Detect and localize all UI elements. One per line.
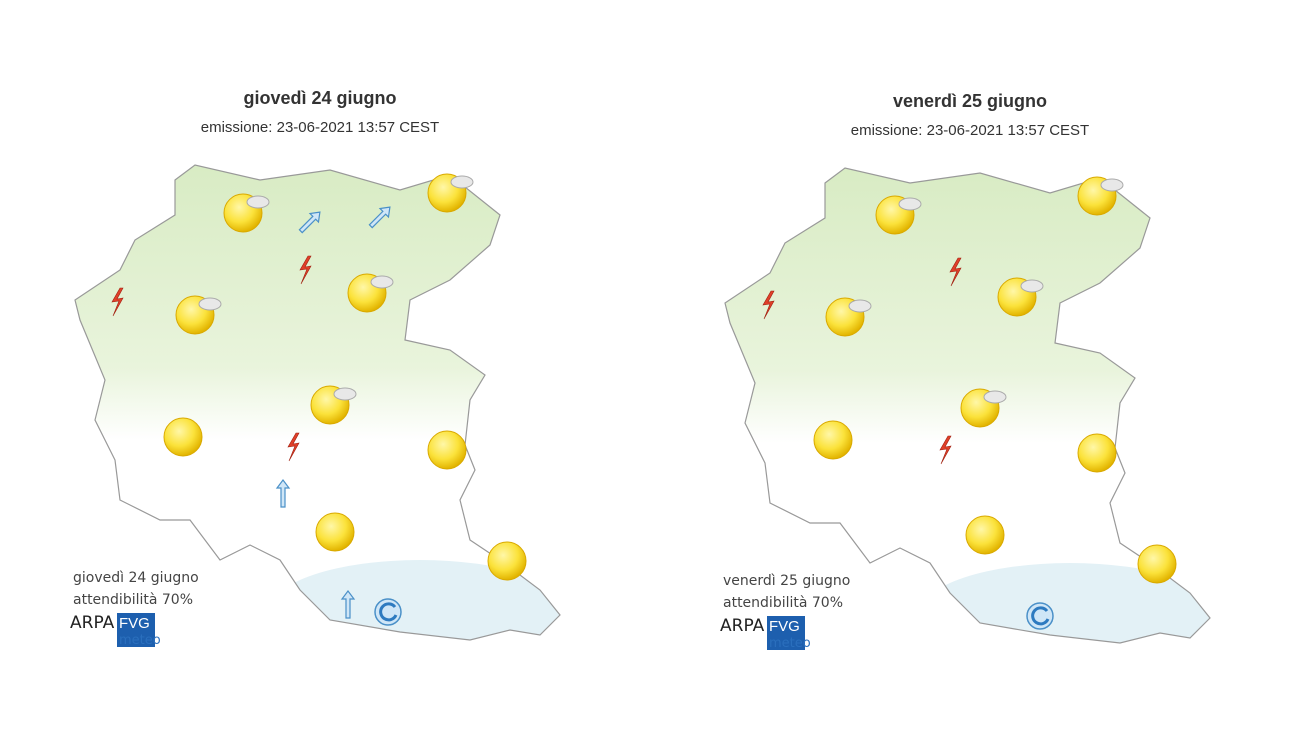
sun-icon <box>1077 433 1117 473</box>
footer-date: giovedì 24 giugno <box>73 570 199 586</box>
sun-icon <box>163 417 203 457</box>
footer-date: venerdì 25 giugno <box>723 573 850 589</box>
cloud-icon <box>246 195 270 209</box>
logo-fvg: FVG <box>769 618 800 635</box>
weather-icons <box>111 173 527 626</box>
footer-reliability: attendibilità 70% <box>723 595 843 611</box>
logo-fvg: FVG <box>119 615 150 632</box>
sun-icon <box>965 515 1005 555</box>
weather-icons <box>762 176 1177 630</box>
panel-title: giovedì 24 giugno <box>243 88 396 108</box>
cloud-icon <box>370 275 394 289</box>
sun-icon <box>1137 544 1177 584</box>
cloud-icon <box>1020 279 1044 293</box>
wind-arrow <box>340 590 356 619</box>
sea-state-icon <box>1031 606 1050 626</box>
logo-arpa: ARPA <box>720 616 765 636</box>
logo-meteo: meteo <box>119 633 161 648</box>
sun-icon <box>427 430 467 470</box>
sun-icon <box>315 512 355 552</box>
panel: giovedì 24 giugno emissione: 23-06-2021 … <box>70 88 561 648</box>
cloud-icon <box>198 297 222 311</box>
panel-title: venerdì 25 giugno <box>893 91 1047 111</box>
lightning-icon <box>762 290 775 320</box>
wind-arrow <box>275 479 291 508</box>
wind-arrow <box>368 206 391 229</box>
cloud-icon <box>898 197 922 211</box>
lightning-icon <box>287 432 300 462</box>
panel: venerdì 25 giugno emissione: 23-06-2021 … <box>720 91 1211 651</box>
panel-subtitle: emissione: 23-06-2021 13:57 CEST <box>201 119 439 136</box>
cloud-icon <box>983 390 1007 404</box>
lightning-icon <box>939 435 952 465</box>
sun-icon <box>487 541 527 581</box>
sea <box>920 563 1210 643</box>
sea <box>270 560 560 640</box>
cloud-icon <box>1100 178 1124 192</box>
cloud-icon <box>848 299 872 313</box>
sun-icon <box>813 420 853 460</box>
lightning-icon <box>111 287 124 317</box>
lightning-icon <box>299 255 312 285</box>
wind-arrow <box>298 211 321 234</box>
logo-meteo: meteo <box>769 636 811 651</box>
logo-box <box>117 613 155 647</box>
logo-arpa: ARPA <box>70 613 115 633</box>
cloud-icon <box>450 175 474 189</box>
sea-state-icon <box>379 602 398 622</box>
cloud-icon <box>333 387 357 401</box>
panel-subtitle: emissione: 23-06-2021 13:57 CEST <box>851 122 1089 139</box>
logo-box <box>767 616 805 650</box>
lightning-icon <box>949 257 962 287</box>
footer-reliability: attendibilità 70% <box>73 592 193 608</box>
